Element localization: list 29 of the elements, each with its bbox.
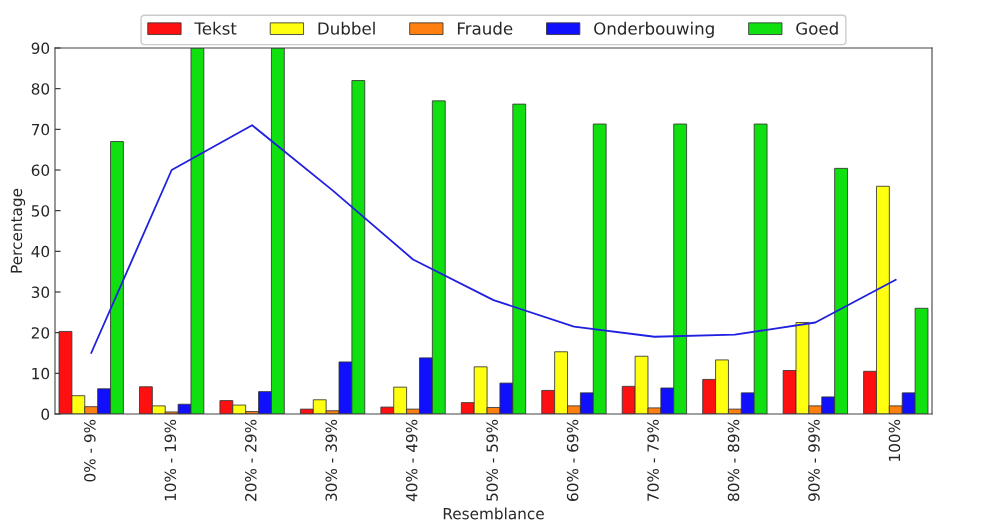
x-tick-label: 30% - 39% xyxy=(325,419,338,501)
x-tick-label: 50% - 59% xyxy=(486,419,498,501)
legend-label: Tekst xyxy=(194,21,237,35)
y-tick-label: 50 xyxy=(31,205,50,217)
legend-label: Goed xyxy=(796,21,838,35)
y-tick-label: 70 xyxy=(31,123,50,136)
x-tick-label: 40% - 49% xyxy=(405,419,418,502)
x-axis-title: Resemblance xyxy=(443,507,544,520)
y-tick-label: 30 xyxy=(31,286,50,299)
legend-label: Dubbel xyxy=(318,21,375,35)
y-tick-label: 40 xyxy=(31,245,50,258)
x-tick-label: 10% - 19% xyxy=(164,419,177,501)
y-tick-label: 0 xyxy=(41,408,50,421)
y-axis-title: Percentage xyxy=(10,188,26,273)
x-tick-label: 60% - 69% xyxy=(566,419,579,501)
y-tick-label: 60 xyxy=(31,164,50,177)
y-tick-label: 20 xyxy=(31,327,50,339)
legend-label: Onderbouwing xyxy=(594,21,714,38)
x-tick-label: 0% - 9% xyxy=(84,419,96,482)
y-tick-label: 10 xyxy=(32,367,50,380)
y-tick-label: 90 xyxy=(31,42,50,55)
x-tick-label: 80% - 89% xyxy=(727,419,740,501)
x-tick-label: 20% - 29% xyxy=(245,419,257,501)
y-tick-label: 80 xyxy=(31,83,50,95)
x-tick-label: 70% - 79% xyxy=(647,419,659,501)
legend-label: Fraude xyxy=(457,21,513,35)
x-tick-label: 100% xyxy=(888,419,901,461)
x-tick-label: 90% - 99% xyxy=(808,419,820,502)
line-series xyxy=(90,124,897,354)
